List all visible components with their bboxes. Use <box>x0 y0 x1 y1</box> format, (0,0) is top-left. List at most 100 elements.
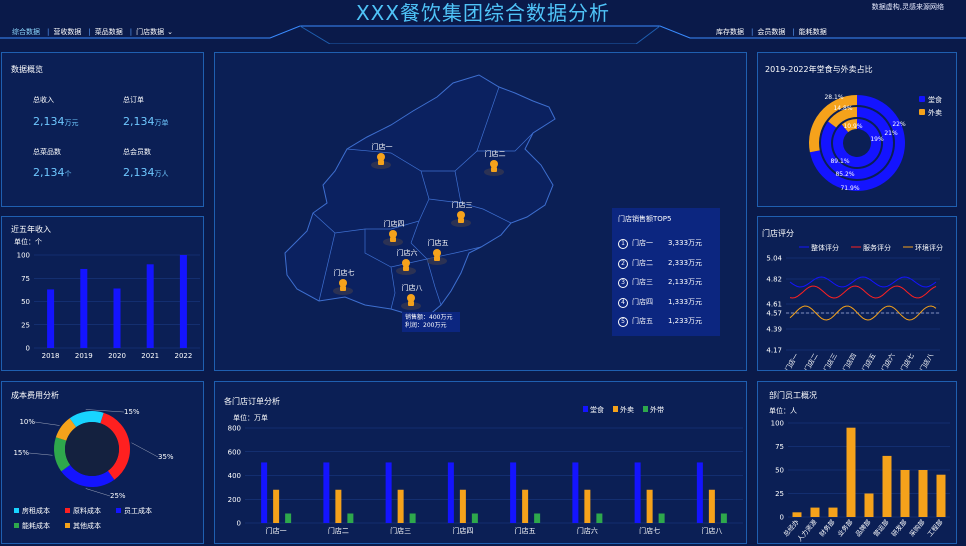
map-pin-icon <box>434 256 440 261</box>
x-tick-label: 研发部 <box>889 517 909 538</box>
top5-value: 2,133万元 <box>668 278 703 286</box>
map-pin-icon <box>457 211 465 219</box>
nav-item-dishes[interactable]: 菜品数据 <box>94 28 123 36</box>
pie-percent-label: 10% <box>19 418 35 426</box>
legend-label: 环境评分 <box>915 243 943 252</box>
nav-divider: | <box>129 28 133 36</box>
x-tick-label: 2018 <box>42 352 60 360</box>
y-tick-label: 50 <box>21 298 30 306</box>
pie-slice <box>54 437 71 472</box>
store-label: 门店七 <box>334 268 355 277</box>
x-tick-label: 人力资源 <box>795 517 819 543</box>
x-tick-label: 门店一 <box>783 351 801 370</box>
nav-item-stores[interactable]: 门店数据 <box>136 28 165 36</box>
page-title: XXX餐饮集团综合数据分析 <box>355 1 611 25</box>
bar <box>846 427 856 517</box>
bar <box>285 513 292 523</box>
ring-segment <box>809 95 857 153</box>
y-tick-label: 4.57 <box>766 310 782 318</box>
legend-swatch <box>65 523 70 528</box>
top5-row: 2 门店二 2,333万元 <box>618 258 718 269</box>
bar <box>113 288 121 348</box>
map-pin-icon <box>390 237 396 242</box>
ratio-title: 2019-2022年堂食与外卖占比 <box>765 65 873 74</box>
overview-value: 2,134万人 <box>123 166 169 179</box>
bar <box>646 489 653 523</box>
ring-label: 10.9% <box>843 123 862 130</box>
x-tick-label: 门店八 <box>701 526 722 535</box>
y-tick-label: 0 <box>26 345 30 353</box>
nav-item-energy[interactable]: 能耗数据 <box>798 28 827 36</box>
bar <box>810 507 820 517</box>
x-tick-label: 门店四 <box>841 352 859 371</box>
bar <box>792 512 802 517</box>
y-tick-label: 100 <box>17 252 30 260</box>
legend-label: 堂食 <box>590 405 604 414</box>
y-tick-label: 600 <box>228 448 241 456</box>
bar <box>918 470 928 517</box>
pie-percent-label: 15% <box>124 408 140 416</box>
x-tick-label: 门店八 <box>918 351 936 370</box>
ring-segment <box>841 119 857 133</box>
district-border <box>477 132 534 152</box>
nav-item-overall[interactable]: 综合数据 <box>12 28 40 36</box>
x-tick-label: 门店二 <box>328 526 349 535</box>
nav-item-inventory[interactable]: 库存数据 <box>716 28 744 36</box>
leader-line <box>131 442 159 458</box>
x-tick-label: 采购部 <box>907 517 927 538</box>
district-border <box>390 266 396 310</box>
store-label: 门店四 <box>384 219 405 228</box>
map-pin-icon <box>402 259 410 267</box>
store-label: 门店五 <box>428 238 449 247</box>
district-border <box>454 170 512 224</box>
income-unit: 单位：个 <box>14 238 42 246</box>
legend-label: 房租成本 <box>22 506 50 515</box>
nav-item-members[interactable]: 会员数据 <box>757 28 786 36</box>
bar <box>179 255 187 348</box>
overview-value: 2,134万单 <box>123 115 169 128</box>
nav-divider: | <box>751 28 754 36</box>
map-pin-icon <box>458 218 464 223</box>
series-line <box>789 276 937 288</box>
ring-label: 21% <box>884 130 898 137</box>
income-chart: 0 25 50 75 100 2018 2019 2020 2021 2022 <box>17 252 200 360</box>
ring-label: 28.1% <box>824 94 843 101</box>
legend-label: 服务评分 <box>863 243 891 252</box>
pie-percent-label: 25% <box>110 492 126 500</box>
rating-title: 门店评分 <box>762 229 794 238</box>
orders-unit: 单位：万单 <box>233 414 268 422</box>
legend-label: 整体评分 <box>811 243 839 252</box>
bar <box>471 513 478 523</box>
legend-swatch <box>919 109 925 115</box>
orders-title: 各门店订单分析 <box>224 397 280 406</box>
orders-chart: 0 200 400 600 800 门店一 门店二 门店三 门店四 门店五 门店六 门店七 门店八 堂食 外… <box>228 405 743 535</box>
store-label: 门店三 <box>452 200 473 209</box>
ring-segment <box>828 107 857 128</box>
pie-slice <box>69 411 104 428</box>
store-label: 门店八 <box>402 283 423 292</box>
ring-label: 22% <box>892 121 906 128</box>
bar <box>522 489 529 523</box>
y-tick-label: 75 <box>21 275 30 283</box>
ring-label: 85.2% <box>835 171 854 178</box>
series-line <box>789 305 937 321</box>
y-tick-label: 200 <box>228 496 241 504</box>
ring-label: 19% <box>870 136 884 143</box>
y-tick-label: 4.39 <box>766 326 782 334</box>
top5-panel: 门店销售额TOP5 1 门店一 3,333万元 2 门店二 2,333万元 3 门店三 2,… <box>612 208 720 336</box>
y-tick-label: 100 <box>771 420 784 428</box>
tooltip-profit: 利润：200万元 <box>405 322 447 329</box>
header-note: 数据虚构,灵感来源网络 <box>871 3 944 11</box>
chevron-down-icon[interactable]: ⌄ <box>167 28 173 36</box>
bar <box>596 513 603 523</box>
pie-percent-label: 35% <box>158 453 174 461</box>
nav-item-revenue[interactable]: 营收数据 <box>53 28 82 36</box>
x-tick-label: 2019 <box>75 352 93 360</box>
y-tick-label: 4.61 <box>766 301 782 309</box>
bar <box>459 489 466 523</box>
income-title: 近五年收入 <box>11 225 51 234</box>
district-border <box>410 242 482 260</box>
legend-swatch <box>116 508 121 513</box>
y-tick-label: 50 <box>775 467 784 475</box>
